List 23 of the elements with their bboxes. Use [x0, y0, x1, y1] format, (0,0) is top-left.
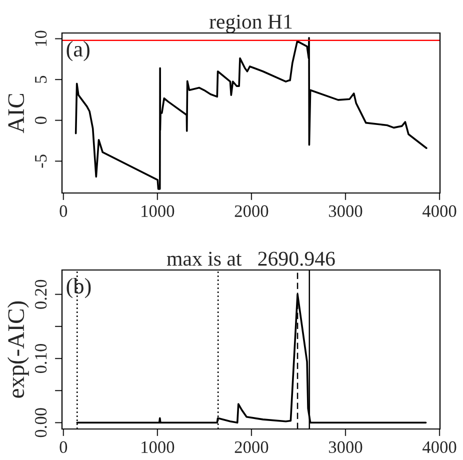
y-tick-label: 5	[35, 76, 47, 83]
x-tick-label: 4000	[422, 205, 456, 218]
y-axis-title: exp(-AIC)	[7, 301, 29, 398]
y-tick-label: 0.20	[34, 280, 47, 309]
x-tick-label: 1000	[142, 441, 174, 454]
x-tick-label: 3000	[328, 441, 362, 454]
x-tick-label: 2000	[234, 205, 268, 218]
x-tick-label: 4000	[422, 441, 456, 454]
x-tick-label: 0	[60, 441, 68, 454]
y-tick-label: 0	[34, 116, 47, 124]
x-tick-label: 1000	[142, 205, 174, 218]
y-tick-label: 0.10	[34, 344, 47, 374]
y-tick-label: 0.00	[34, 408, 47, 438]
chart-title: max is at 2690.946	[166, 252, 335, 266]
x-tick-label: 3000	[328, 205, 362, 218]
y-axis-title: AIC	[8, 94, 24, 134]
y-tick-label: 10	[34, 30, 47, 46]
x-tick-label: 2000	[234, 441, 268, 454]
chart-title: region H1	[209, 14, 292, 33]
annotation: (a)	[66, 41, 90, 62]
x-tick-label: 0	[60, 205, 68, 218]
annotation: (b)	[66, 278, 91, 298]
y-tick-label: -5	[35, 154, 47, 168]
